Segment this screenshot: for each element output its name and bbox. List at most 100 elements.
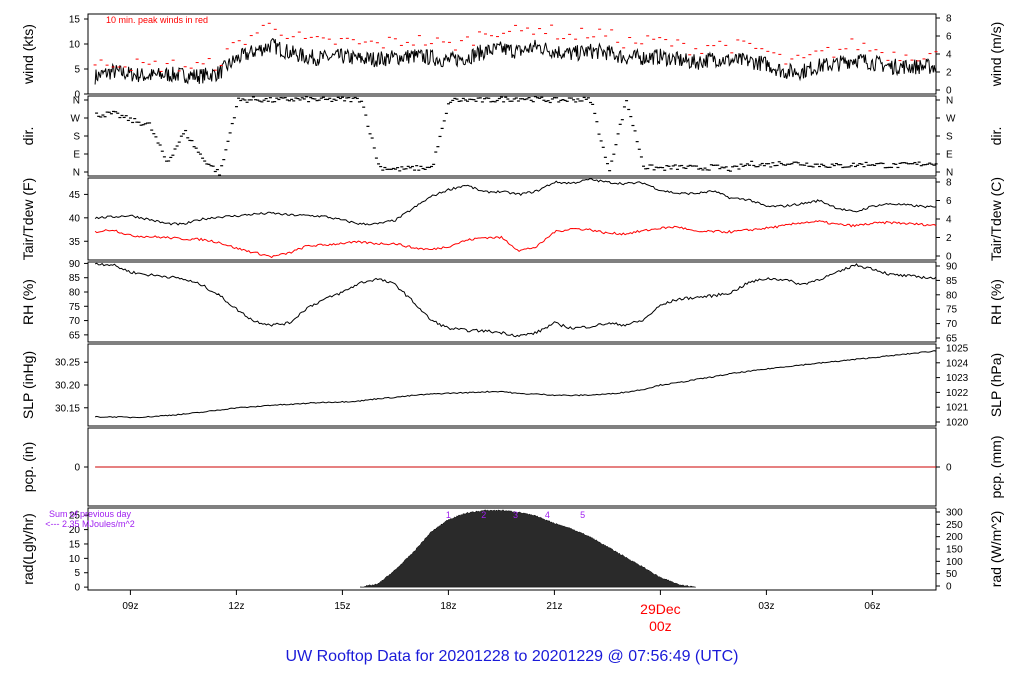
- dir-series-wind-direction-point: [266, 100, 270, 102]
- dir-series-wind-direction-point: [775, 164, 779, 167]
- rh-ytick-label: 70: [69, 316, 81, 327]
- dir-series-wind-direction-point: [493, 101, 497, 103]
- dir-series-wind-direction-point: [639, 156, 643, 158]
- dir-series-wind-direction-point: [616, 133, 620, 135]
- x-tick-label: 09z: [122, 601, 138, 612]
- rad-y2tick-label: 100: [946, 557, 963, 568]
- slp-series-slp: [94, 350, 937, 419]
- dir-series-wind-direction-point: [162, 156, 166, 158]
- dir-series-wind-direction-point: [247, 99, 251, 101]
- wind-annotation: 10 min. peak winds in red: [106, 15, 208, 25]
- dir-series-wind-direction-point: [459, 100, 463, 102]
- dir-series-wind-direction-point: [478, 97, 482, 99]
- dir-series-wind-direction-point: [345, 97, 349, 99]
- dir-series-wind-direction-point: [881, 162, 885, 165]
- dir-series-wind-direction-point: [256, 99, 260, 101]
- rad-series-solar-radiation: [359, 509, 697, 588]
- slp-y2tick-label: 1022: [946, 388, 969, 399]
- dir-series-wind-direction-point: [226, 140, 230, 142]
- dir-series-wind-direction-point: [355, 97, 359, 100]
- dir-series-wind-direction-point: [862, 166, 866, 168]
- dir-series-wind-direction-point: [173, 148, 177, 150]
- dir-series-wind-direction-point: [196, 151, 200, 153]
- dir-series-wind-direction-point: [603, 156, 607, 158]
- dir-series-wind-direction-point: [268, 97, 272, 99]
- dir-series-wind-direction-point: [406, 165, 410, 167]
- dir-series-wind-direction-point: [656, 167, 660, 169]
- dir-series-wind-direction-point: [114, 111, 118, 113]
- dir-series-wind-direction-point: [548, 101, 552, 104]
- dir-series-wind-direction-point: [519, 98, 523, 100]
- dir-series-wind-direction-point: [858, 162, 862, 165]
- dir-series-wind-direction-point: [175, 145, 179, 147]
- dir-series-wind-direction-point: [877, 162, 881, 165]
- dir-series-wind-direction-point: [328, 97, 332, 99]
- dir-series-wind-direction-point: [215, 168, 219, 171]
- dir-series-wind-direction-point: [764, 163, 768, 165]
- rh-ytick-label: 80: [69, 288, 81, 299]
- dir-series-wind-direction-point: [894, 163, 898, 165]
- dir-series-wind-direction-point: [243, 99, 247, 101]
- rh-ytick-label: 65: [69, 330, 81, 341]
- rh-panel: [84, 261, 940, 343]
- dir-series-wind-direction-point: [620, 119, 624, 121]
- dir-series-wind-direction-point: [154, 136, 158, 138]
- dir-series-wind-direction-point: [705, 169, 709, 171]
- wind-y2tick-label: 2: [946, 68, 952, 79]
- dir-series-wind-direction-point: [890, 166, 894, 169]
- dir-series-wind-direction-point: [923, 164, 927, 166]
- dir-series-wind-direction-point: [302, 98, 306, 100]
- dir-series-wind-direction-point: [817, 165, 821, 168]
- dir-series-wind-direction-point: [678, 165, 682, 167]
- dir-series-wind-direction-point: [430, 165, 434, 168]
- wind-series-wind-speed: [94, 38, 937, 85]
- dir-series-wind-direction-point: [709, 164, 713, 166]
- dir-series-wind-direction-point: [419, 165, 423, 167]
- dir-series-wind-direction-point: [745, 163, 749, 165]
- dir-series-wind-direction-point: [506, 98, 510, 100]
- dir-series-wind-direction-point: [152, 133, 156, 135]
- dir-series-wind-direction-point: [608, 170, 612, 172]
- dir-series-wind-direction-point: [567, 97, 571, 99]
- pcp-y2tick-label: 0: [946, 463, 952, 474]
- dir-series-wind-direction-point: [432, 163, 436, 165]
- dir-series-wind-direction-point: [928, 162, 932, 164]
- dir-series-wind-direction-point: [254, 99, 258, 101]
- rad-y2tick-label: 300: [946, 508, 963, 519]
- dir-series-wind-direction-point: [241, 98, 245, 100]
- rad-ytick-label: 25: [69, 511, 81, 522]
- dir-series-wind-direction-point: [177, 141, 181, 143]
- dir-series-wind-direction-point: [733, 165, 737, 167]
- rh-y2tick-label: 70: [946, 319, 958, 330]
- wind-y2tick-label: 0: [946, 86, 952, 97]
- wind-ytick-label: 15: [69, 15, 81, 26]
- rh-ylabel2: RH (%): [988, 279, 1004, 325]
- dir-series-wind-direction-point: [179, 135, 183, 137]
- dir-series-wind-direction-point: [249, 99, 253, 101]
- dir-series-wind-direction-point: [650, 164, 654, 166]
- dir-series-wind-direction-point: [449, 101, 453, 103]
- x-tick-label: 12z: [228, 601, 244, 612]
- dir-series-wind-direction-point: [158, 144, 162, 146]
- dir-series-wind-direction-point: [907, 163, 911, 165]
- dir-series-wind-direction-point: [205, 163, 209, 165]
- dir-series-wind-direction-point: [673, 164, 677, 166]
- dir-series-wind-direction-point: [218, 174, 222, 176]
- dir-series-wind-direction-point: [336, 96, 340, 98]
- dir-series-wind-direction-point: [883, 167, 887, 169]
- dir-series-wind-direction-point: [330, 100, 334, 103]
- dir-series-wind-direction-point: [612, 153, 616, 155]
- dir-series-wind-direction-point: [521, 98, 525, 100]
- dir-series-wind-direction-point: [351, 97, 355, 99]
- dir-series-wind-direction-point: [879, 162, 883, 164]
- dir-series-wind-direction-point: [124, 115, 128, 117]
- dir-series-wind-direction-point: [754, 166, 758, 168]
- dir-series-wind-direction-point: [141, 124, 145, 126]
- dir-series-wind-direction-point: [222, 159, 226, 161]
- dir-series-wind-direction-point: [665, 165, 669, 167]
- dir-series-wind-direction-point: [514, 97, 518, 99]
- dir-series-wind-direction-point: [536, 97, 540, 99]
- rad-y2tick-label: 200: [946, 532, 963, 543]
- dir-series-wind-direction-point: [457, 100, 461, 103]
- dir-series-wind-direction-point: [801, 164, 805, 166]
